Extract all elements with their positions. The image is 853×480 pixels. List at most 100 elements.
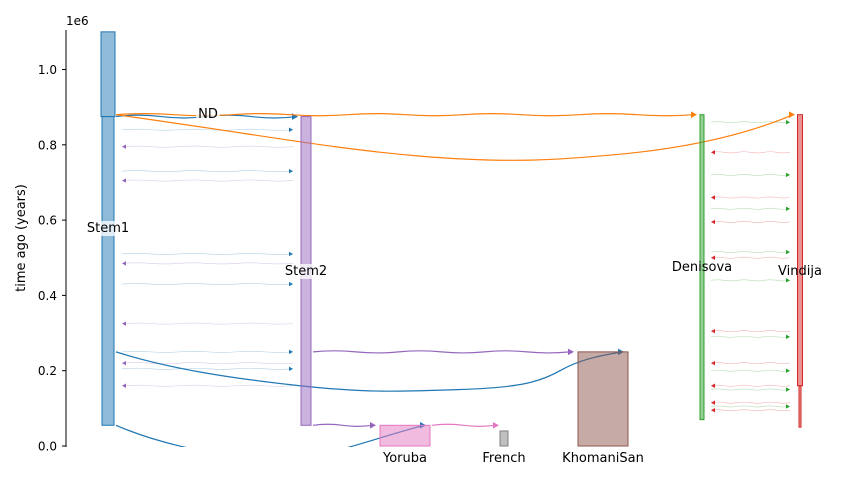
ancestry-line-yoruba-french — [431, 423, 496, 428]
migration-line — [710, 279, 791, 282]
y-tick-label: 0.8 — [38, 138, 57, 152]
y-tick-label: 0.0 — [38, 440, 57, 454]
ancestry-line-stem2-yoruba — [312, 423, 373, 428]
migration-line — [121, 262, 294, 265]
deme-label-yoruba: Yoruba — [382, 451, 427, 466]
ancestry-arrowhead — [292, 113, 298, 120]
migration-arrowhead — [122, 261, 126, 266]
ancestry-arrowhead — [691, 111, 697, 118]
deme-label-stem2: Stem2 — [285, 264, 327, 279]
migration-arrowhead — [711, 400, 715, 405]
migration-line — [121, 145, 294, 148]
migration-arrowhead — [289, 168, 293, 174]
y-tick-label: 0.6 — [38, 214, 57, 228]
ancestry-line-stem1-yoruba — [115, 424, 425, 447]
y-tick-label: 1.0 — [38, 63, 57, 77]
migration-line — [121, 367, 294, 370]
y-axis-label: time ago (years) — [14, 184, 29, 292]
ancestry-line-nd-vindija — [115, 114, 794, 161]
deme-label-stem1: Stem1 — [87, 221, 129, 236]
y-tick-label: 0.2 — [38, 364, 57, 378]
migration-arrowhead — [711, 408, 715, 413]
migration-arrowhead — [786, 278, 790, 283]
migration-arrowhead — [711, 195, 715, 200]
labels-layer: Stem1 Stem2 ND Denisova Vindija KhomaniSan Yor… — [84, 107, 822, 466]
migration-line — [121, 384, 294, 387]
deme-epoch-vindija — [797, 114, 803, 387]
migration-arrowhead — [786, 120, 790, 125]
migration-line — [710, 409, 791, 412]
migration-arrowhead — [289, 366, 293, 372]
label-halo — [196, 107, 220, 122]
migration-arrowhead — [786, 404, 790, 409]
deme-epoch-stem1 — [100, 31, 116, 118]
deme-epoch-stem1 — [101, 116, 115, 426]
migration-arrowhead — [711, 328, 715, 334]
deme-label-khomanisan: KhomaniSan — [562, 451, 644, 466]
migration-arrowhead — [786, 334, 790, 340]
migration-arrowhead — [711, 360, 715, 366]
migration-arrowhead — [122, 178, 126, 183]
migration-line — [121, 253, 294, 255]
label-halo — [282, 264, 330, 279]
migration-arrowhead — [711, 150, 715, 155]
migration-arrowhead — [711, 383, 715, 388]
ancestry-arrowhead — [789, 111, 795, 118]
migration-line — [710, 221, 791, 223]
ancestry-line-stem1-khomanisan — [115, 351, 623, 392]
deme-label-french: French — [482, 451, 525, 466]
migration-arrowhead — [289, 251, 293, 257]
ancestry-arrowhead — [493, 421, 499, 429]
migration-arrowhead — [122, 360, 126, 366]
migration-line — [710, 121, 791, 124]
migration-line — [710, 207, 791, 210]
deme-label-vindija: Vindija — [778, 264, 822, 279]
deme-label-nd: ND — [198, 107, 218, 122]
migration-line — [710, 151, 791, 154]
migration-line — [710, 369, 791, 372]
ancestry-layer — [115, 111, 795, 447]
ancestry-arrowhead — [568, 348, 574, 356]
migration-arrowhead — [122, 321, 126, 326]
migration-arrowhead — [289, 127, 293, 132]
migration-line — [710, 335, 791, 338]
migration-arrowhead — [786, 368, 790, 373]
migration-arrowhead — [786, 206, 790, 212]
deme-epoch-khomanisan — [577, 351, 629, 447]
migration-line — [710, 384, 791, 387]
migration-line — [121, 283, 294, 286]
background-layer — [121, 120, 791, 413]
deme-epoch-french — [499, 430, 509, 447]
axes-layer: 1e6 time ago (years) 0.0 0.2 0.4 0.6 0.8 1.0 — [14, 14, 89, 454]
migration-arrowhead — [289, 281, 293, 287]
deme-epoch-yoruba — [379, 424, 431, 447]
migration-arrowhead — [289, 349, 293, 355]
migration-arrowhead — [122, 144, 126, 149]
migration-arrowhead — [786, 172, 790, 178]
migration-line — [121, 128, 294, 131]
migration-arrowhead — [786, 387, 790, 392]
migration-line — [710, 388, 791, 391]
migration-line — [710, 174, 791, 176]
migration-arrowhead — [122, 383, 126, 388]
migration-line — [121, 322, 294, 325]
migration-arrowhead — [711, 255, 715, 260]
y-multiplier-label: 1e6 — [66, 14, 89, 28]
migration-line — [710, 330, 791, 333]
migration-line — [121, 362, 294, 365]
migration-line — [121, 170, 294, 173]
demes-layer — [100, 31, 803, 447]
migration-line — [121, 350, 294, 353]
deme-label-denisova: Denisova — [672, 260, 732, 275]
migration-arrowhead — [711, 219, 715, 225]
migration-line — [710, 251, 791, 254]
ancestry-line-stem2-khomanisan — [312, 350, 571, 354]
migration-line — [710, 405, 791, 408]
ancestry-arrowhead — [370, 421, 376, 429]
migration-line — [710, 196, 791, 199]
deme-epoch-denisova — [699, 114, 705, 421]
y-tick-label: 0.4 — [38, 289, 57, 303]
migration-line — [710, 401, 791, 404]
deme-epoch-vindija — [798, 385, 802, 428]
